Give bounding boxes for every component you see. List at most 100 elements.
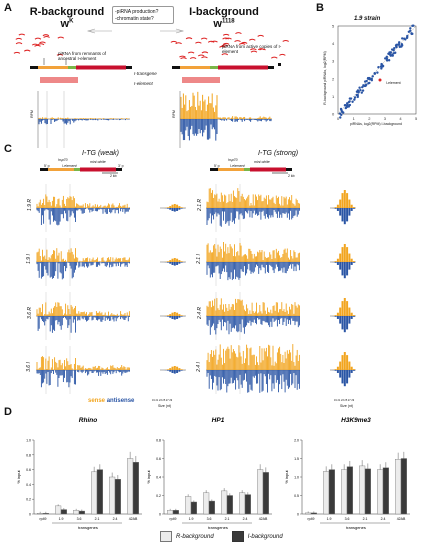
- scatter-point: [358, 86, 361, 89]
- scatter-point: [348, 103, 352, 107]
- size-bar-antisense: [169, 208, 172, 210]
- category-label: 2.4: [243, 517, 248, 521]
- bar: [262, 472, 269, 515]
- pirna-dash: [42, 34, 50, 37]
- legend-r-label: R-background: [176, 533, 214, 540]
- scatter-point: [349, 97, 353, 100]
- size-bar-sense: [350, 258, 353, 262]
- i-element-label-strong: I-element: [230, 164, 245, 168]
- pirna-dash: [175, 42, 182, 45]
- size-bar-sense: [180, 261, 183, 262]
- size-bar-antisense: [336, 262, 339, 265]
- scatter-point: [368, 78, 372, 81]
- size-bar-antisense: [171, 262, 174, 265]
- y-tick-label: 0.6: [156, 457, 161, 461]
- scatter-xtick: 5: [415, 116, 418, 121]
- legend-antisense: antisense: [106, 398, 135, 404]
- category-label: rp49: [39, 517, 46, 521]
- bar: [109, 476, 116, 515]
- size-bar-sense: [341, 247, 344, 262]
- scatter-point: [395, 45, 398, 49]
- i-element-label-weak: I-element: [62, 164, 77, 168]
- size-bar-antisense: [343, 370, 346, 387]
- pirna-dash: [201, 56, 208, 59]
- scatter-ylabel: R-background piRNAs, log2(RPM): [323, 51, 327, 105]
- size-bar-sense: [169, 206, 172, 208]
- category-label: 1.9: [189, 517, 194, 521]
- bar: [185, 496, 192, 515]
- pirna-dash: [234, 40, 241, 43]
- category-label: 2.4: [113, 517, 118, 521]
- bar: [257, 469, 264, 515]
- size-bar-sense: [336, 366, 339, 370]
- map-3p: [116, 168, 122, 171]
- size-bar-antisense: [339, 316, 342, 324]
- size-bar-sense: [348, 361, 351, 370]
- bar: [239, 492, 246, 515]
- size-bar-sense: [350, 366, 353, 370]
- size-bar-antisense: [350, 208, 353, 211]
- bar: [167, 510, 174, 515]
- map-mini-white: [80, 167, 116, 172]
- size-bar-antisense: [339, 262, 342, 270]
- scatter-ytick: 2: [332, 76, 335, 81]
- size-bar-antisense: [178, 316, 181, 318]
- panel-a-diagram: [13, 28, 289, 148]
- pirna-dash: [57, 36, 65, 39]
- size-bar-antisense: [346, 208, 349, 222]
- size-bar-antisense: [180, 262, 183, 263]
- r-genotype-sup: K: [69, 18, 74, 25]
- size-bar-sense: [176, 204, 179, 208]
- bar: [190, 501, 197, 515]
- track-row-label: 2.4 R: [196, 307, 203, 319]
- scatter-point: [341, 111, 345, 114]
- size-bar-sense: [176, 366, 179, 370]
- size-bar-sense: [353, 261, 355, 262]
- scatter-xlabel: piRNAs, log2(RPM) I-background: [350, 122, 402, 126]
- category-label: 1.9: [59, 517, 64, 521]
- scatter-point: [356, 89, 360, 92]
- scatter-point: [365, 83, 368, 86]
- pirna-dash: [250, 48, 257, 51]
- size-bar-sense: [166, 315, 169, 316]
- y-tick-label: 0.4: [26, 483, 31, 487]
- pirna-dash: [279, 53, 286, 56]
- scatter-point: [371, 75, 374, 78]
- pirna-dash: [39, 41, 46, 44]
- size-bar-antisense: [178, 370, 181, 372]
- size-bar-sense: [341, 301, 344, 316]
- scatter-points: [338, 24, 415, 119]
- track-row-label: 3.6 R: [26, 307, 33, 319]
- pirna-dash: [221, 44, 228, 47]
- rpm-label-a-right: RPM: [171, 110, 176, 118]
- mini-white-label-weak: mini-white: [90, 160, 106, 164]
- category-label: 3.6: [207, 517, 212, 521]
- scatter-ytick: 3: [332, 59, 335, 64]
- size-bar-antisense: [350, 316, 353, 319]
- pirna-dash: [201, 51, 209, 54]
- category-label: rp49: [307, 517, 314, 521]
- bar: [60, 509, 67, 515]
- category-label: 2.1: [363, 517, 368, 521]
- scatter-point: [409, 29, 412, 32]
- scatter-point: [377, 66, 380, 69]
- transgene-label: I-transgene: [134, 71, 157, 76]
- question-box: -piRNA production? -chromatin state?: [112, 6, 174, 24]
- scatter-point: [400, 44, 404, 47]
- size-bar-antisense: [346, 262, 349, 276]
- size-bar-antisense: [171, 370, 174, 373]
- coverage-i: [180, 91, 272, 141]
- size-bar-antisense: [336, 316, 339, 319]
- scatter-point: [363, 84, 366, 88]
- category-label: 2.4: [381, 517, 386, 521]
- size-bar-sense: [348, 307, 351, 316]
- scatter-point: [373, 72, 377, 75]
- bar: [37, 513, 44, 515]
- size-bar-antisense: [176, 262, 179, 265]
- scatter-point: [376, 71, 379, 74]
- scatter-point: [359, 89, 362, 92]
- pirna-dash: [15, 37, 23, 40]
- size-bar-antisense: [176, 316, 179, 319]
- size-bar-sense: [180, 369, 183, 370]
- size-bar-sense: [169, 260, 172, 262]
